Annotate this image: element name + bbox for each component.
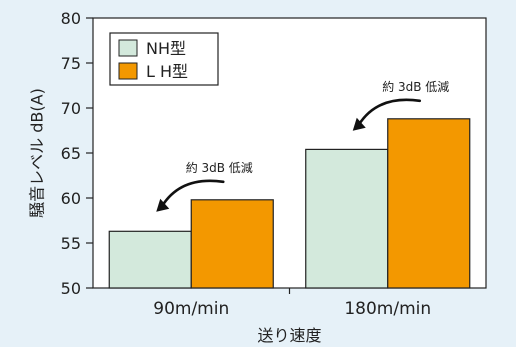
legend-swatch-1 [118, 62, 138, 80]
annotations: 約 3dB 低減約 3dB 低減 [156, 79, 449, 212]
annotation-arrowhead-1 [352, 117, 366, 131]
x-axis: 90m/min 180m/min [153, 288, 431, 319]
legend-swatch-0 [118, 39, 138, 57]
bar-1-0 [190, 199, 274, 289]
y-tick-label-3: 65 [61, 144, 81, 163]
bars [108, 118, 471, 289]
y-axis: 50 55 60 65 70 75 80 [61, 9, 93, 298]
legend: NH型 L H型 [109, 32, 219, 86]
annotation-label-0: 約 3dB 低減 [186, 160, 253, 175]
legend-label-0: NH型 [146, 39, 186, 58]
annotation-label-1: 約 3dB 低減 [382, 79, 449, 94]
y-tick-label-6: 80 [61, 9, 81, 28]
annotation-arrow-0 [160, 179, 225, 208]
annotation-arrow-1 [357, 98, 422, 127]
bar-0-1 [305, 148, 389, 289]
bar-1-1 [387, 118, 471, 289]
x-tick-label-0: 90m/min [153, 299, 229, 319]
x-axis-title: 送り速度 [257, 326, 321, 345]
y-tick-label-0: 50 [61, 279, 81, 298]
bar-0-0 [108, 230, 192, 289]
x-tick-label-1: 180m/min [344, 299, 431, 319]
annotation-arrowhead-0 [156, 198, 170, 212]
y-axis-title: 騒音レベル dB(A) [28, 88, 47, 218]
legend-label-1: L H型 [146, 62, 188, 81]
y-tick-label-4: 70 [61, 99, 81, 118]
y-tick-label-1: 55 [61, 234, 81, 253]
y-tick-label-2: 60 [61, 189, 81, 208]
y-tick-label-5: 75 [61, 54, 81, 73]
